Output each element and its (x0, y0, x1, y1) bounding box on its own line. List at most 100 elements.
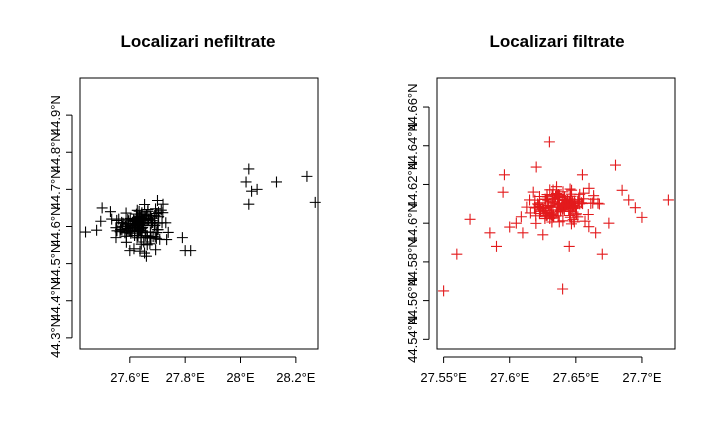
data-point (564, 193, 576, 205)
data-point (176, 232, 188, 244)
data-point (270, 176, 282, 188)
data-point (566, 184, 578, 196)
data-point (143, 213, 155, 225)
data-point (123, 215, 135, 227)
data-point (251, 183, 263, 195)
y-tick-label: 44.8°N (48, 132, 63, 172)
data-point (160, 217, 172, 229)
x-tick-label: 27.8°E (166, 370, 206, 385)
data-point (545, 208, 557, 220)
data-point (124, 212, 136, 224)
data-point (510, 217, 522, 229)
data-point (537, 229, 549, 241)
y-tick-label: 44.9°N (48, 95, 63, 135)
chart-title-filtered: Localizari filtrate (489, 32, 624, 51)
data-point (484, 227, 496, 239)
data-point (240, 176, 252, 188)
y-tick-label: 44.4°N (48, 281, 63, 321)
x-tick-label: 28°E (226, 370, 255, 385)
data-point (113, 213, 125, 225)
data-point (243, 163, 255, 175)
data-point (149, 219, 161, 231)
data-point (662, 194, 674, 206)
chart-title-unfiltered: Localizari nefiltrate (121, 32, 276, 51)
data-point (547, 210, 559, 222)
data-point (527, 186, 539, 198)
x-tick-label: 27.6°E (490, 370, 530, 385)
panel-unfiltered: Localizari nefiltrate 27.6°E 27.8°E 28°E 28… (48, 32, 321, 385)
data-point (130, 216, 142, 228)
data-point (541, 191, 553, 203)
data-point (137, 217, 149, 229)
data-point (139, 247, 151, 259)
x-tick-label: 27.65°E (553, 370, 600, 385)
y-tick-label: 44.6°N (48, 207, 63, 247)
plot-frame-filtered (436, 77, 676, 350)
data-point (96, 202, 108, 214)
data-point (553, 189, 565, 201)
y-tick-label: 44.56°N (405, 277, 420, 324)
data-point (491, 240, 502, 252)
data-point (515, 211, 527, 223)
data-point (517, 227, 529, 239)
data-point (95, 215, 107, 227)
y-tick-label: 44.6°N (405, 203, 420, 243)
data-point (140, 250, 152, 262)
data-point (111, 225, 123, 237)
data-point (120, 236, 132, 248)
data-point (565, 218, 577, 230)
data-point (578, 193, 590, 205)
data-point (590, 227, 602, 239)
data-point (104, 206, 116, 218)
data-point (110, 232, 122, 244)
x-tick-label: 27.55°E (420, 370, 467, 385)
data-point (149, 209, 161, 221)
data-point (150, 244, 162, 256)
data-point (151, 224, 163, 236)
data-point (616, 184, 628, 196)
data-point (309, 196, 321, 208)
data-point (610, 159, 621, 171)
data-point (301, 170, 313, 182)
data-point (544, 184, 556, 196)
x-tick-label: 27.6°E (110, 370, 150, 385)
data-point (535, 204, 547, 216)
y-tick-label: 44.54°N (405, 316, 420, 363)
y-tick-label: 44.62°N (405, 161, 420, 208)
data-point (530, 210, 542, 222)
data-point (559, 199, 571, 211)
data-point (554, 190, 566, 202)
data-point (464, 213, 476, 225)
plot-frame-unfiltered (79, 77, 319, 350)
data-point (563, 240, 575, 252)
y-tick-label: 44.64°N (405, 122, 420, 169)
data-point (162, 226, 174, 238)
data-point (161, 234, 173, 246)
data-point (124, 225, 136, 237)
data-point (134, 245, 146, 257)
data-point (588, 193, 600, 205)
data-point (557, 215, 569, 227)
data-point (532, 198, 544, 210)
x-axis-filtered: 27.55°E 27.6°E 27.65°E 27.7°E (420, 356, 662, 385)
data-point (129, 218, 141, 230)
data-point (451, 248, 463, 260)
y-tick-label: 44.7°N (48, 169, 63, 209)
data-point (564, 183, 576, 195)
y-tick-label: 44.5°N (48, 244, 63, 284)
data-point (553, 198, 565, 210)
data-point (91, 224, 103, 236)
x-axis-unfiltered: 27.6°E 27.8°E 28°E 28.2°E (110, 356, 316, 385)
data-point (576, 169, 588, 181)
points-filtered (438, 136, 674, 297)
data-point (539, 213, 551, 225)
y-tick-label: 44.3°N (48, 318, 63, 358)
data-point (530, 161, 542, 173)
y-tick-label: 44.58°N (405, 238, 420, 285)
data-point (150, 203, 162, 215)
data-point (603, 217, 615, 229)
data-point (524, 194, 536, 206)
data-point (623, 194, 635, 206)
x-tick-label: 28.2°E (276, 370, 316, 385)
